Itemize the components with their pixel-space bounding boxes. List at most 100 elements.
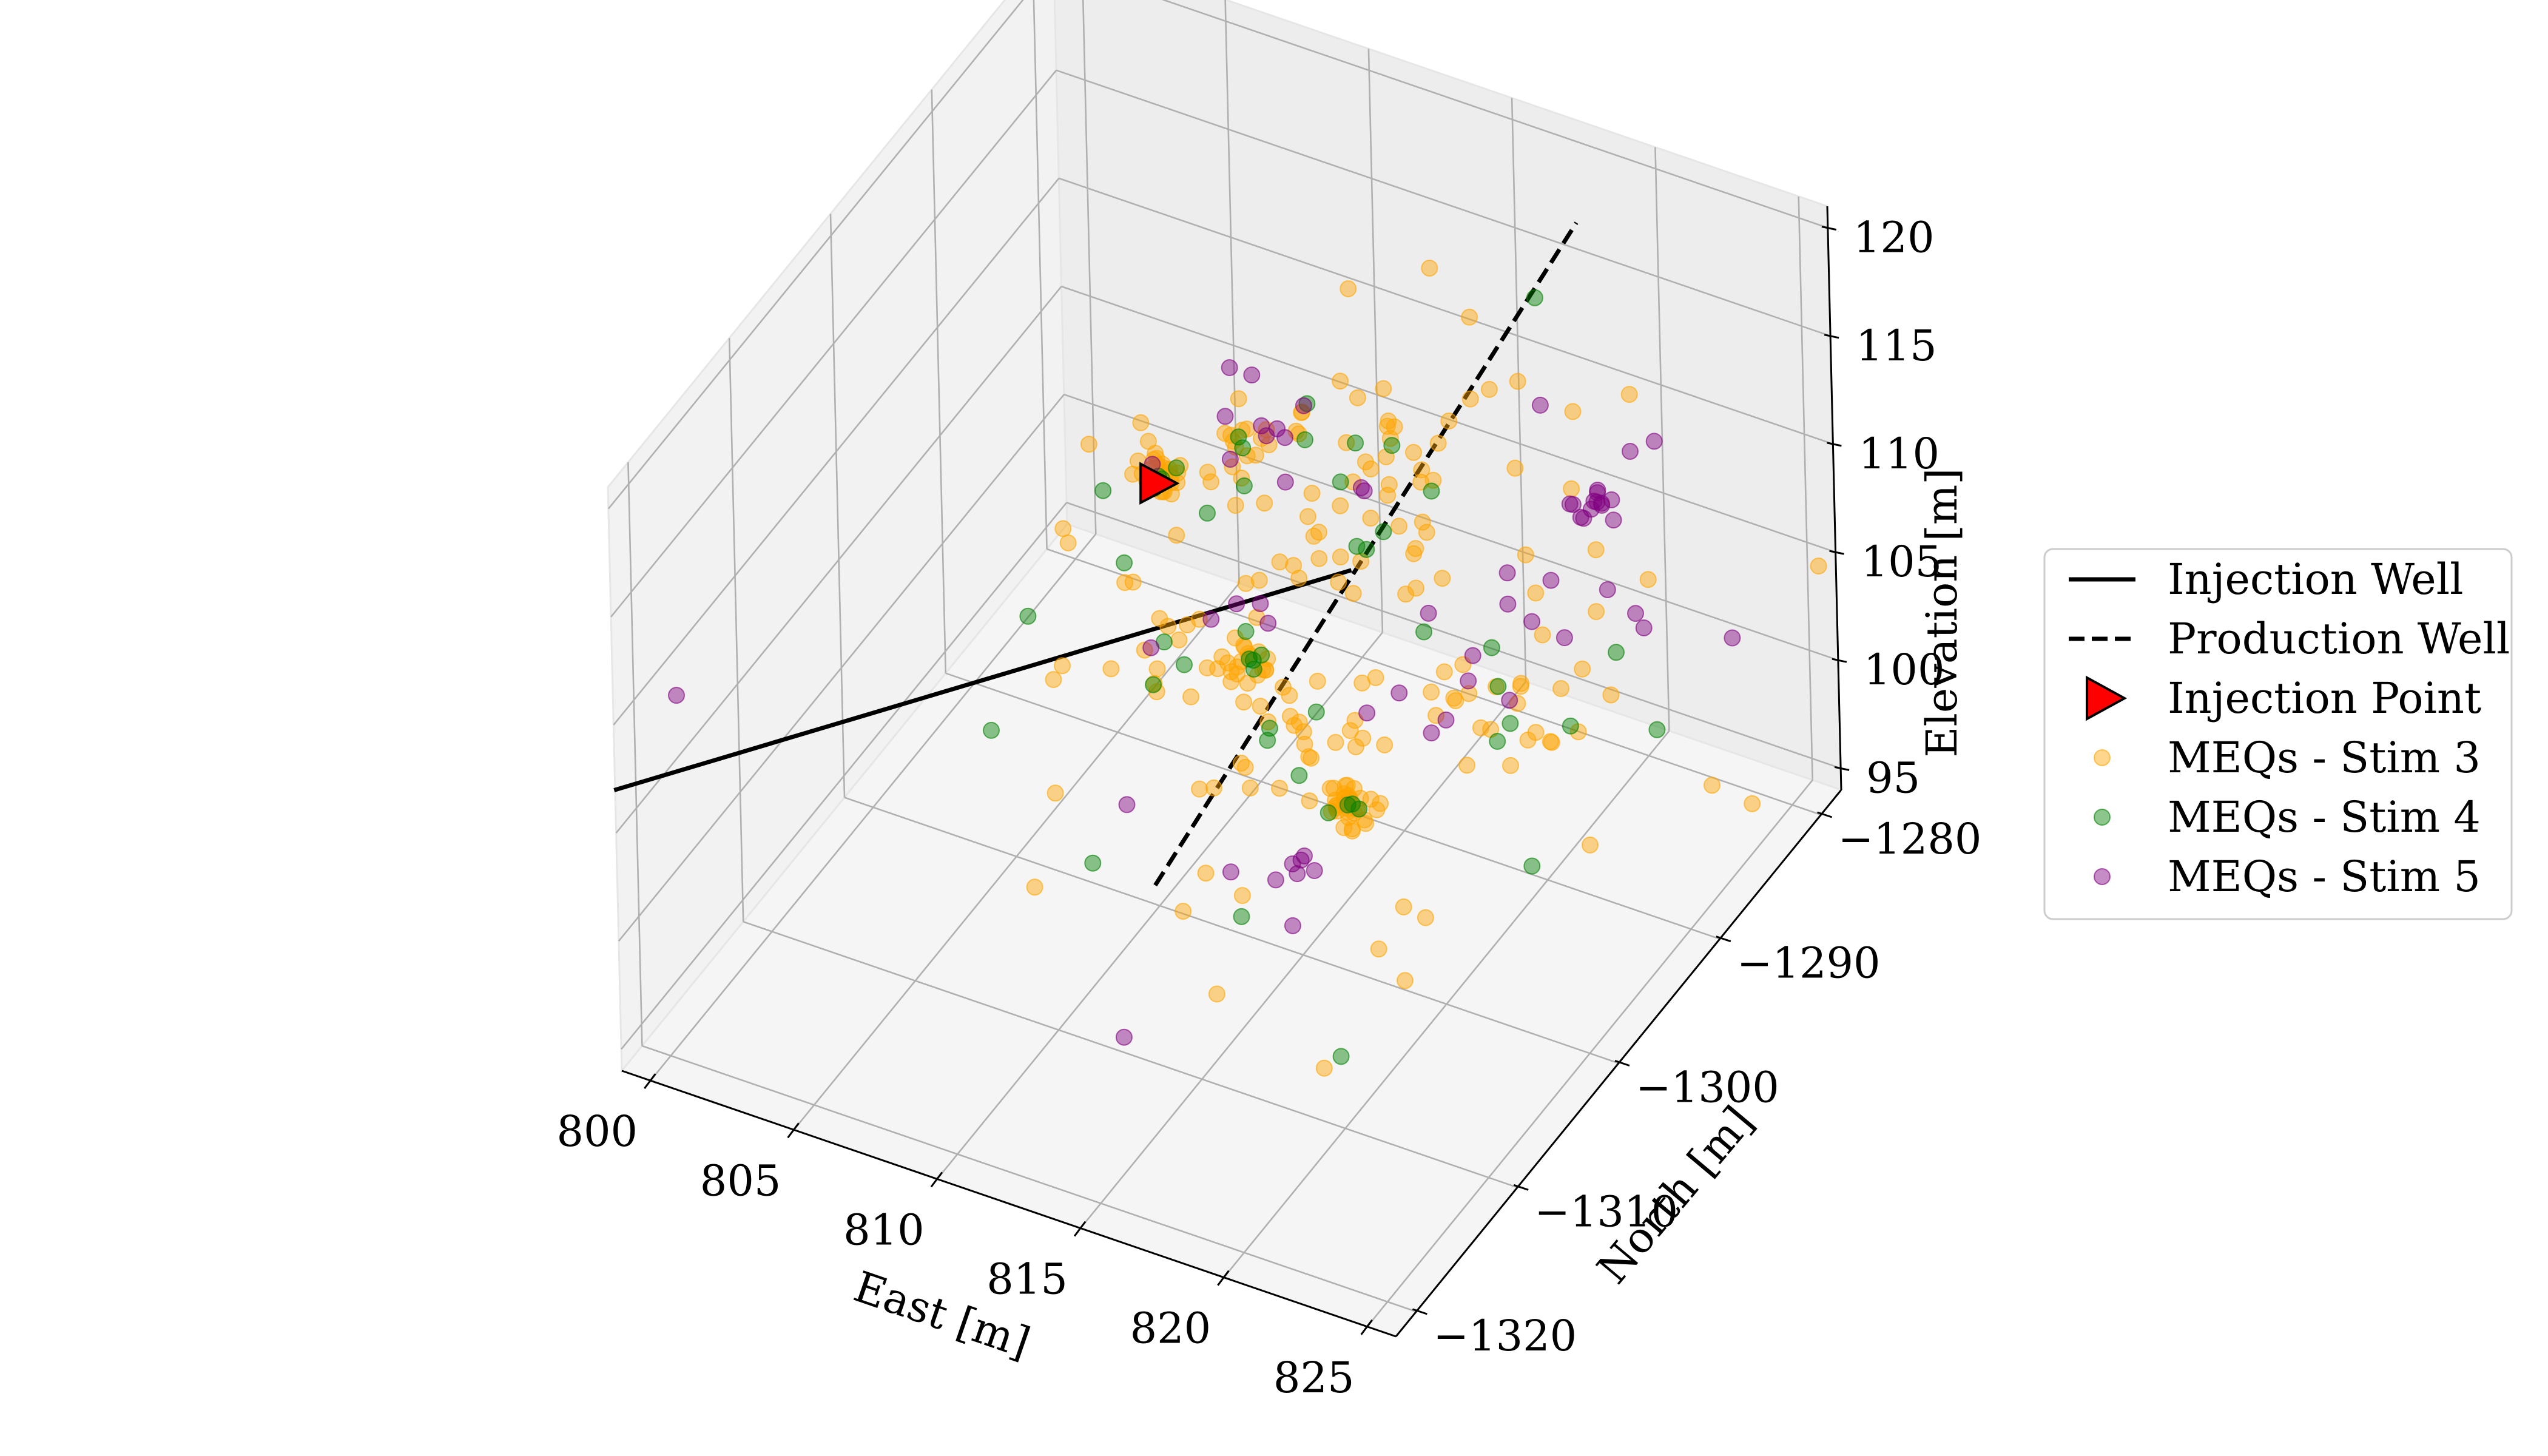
point-meqs-stim-5	[1423, 724, 1440, 742]
point-meqs-stim-4	[1489, 733, 1506, 750]
point-meqs-stim-5	[1259, 615, 1277, 632]
point-meqs-stim-5	[1142, 639, 1160, 656]
point-meqs-stim-5	[1276, 473, 1294, 491]
elevation-tick	[1821, 226, 1837, 231]
east-tick	[1073, 1221, 1087, 1237]
point-meqs-stim-3	[1159, 618, 1177, 635]
point-meqs-stim-5	[1306, 862, 1323, 879]
point-meqs-stim-3	[1552, 680, 1569, 697]
point-meqs-stim-5	[1542, 571, 1560, 589]
point-meqs-stim-5	[1221, 359, 1238, 376]
point-meqs-stim-3	[1340, 280, 1357, 297]
point-meqs-stim-3	[1405, 443, 1422, 461]
point-meqs-stim-5	[1284, 855, 1301, 872]
point-meqs-stim-3	[1026, 878, 1043, 896]
point-meqs-stim-3	[1247, 447, 1264, 464]
injection-point-marker	[1139, 462, 1180, 505]
elevation-axis-label: Elevation [m]	[1917, 468, 1967, 757]
grid-line-north	[743, 921, 1518, 1188]
point-meqs-stim-3	[1349, 389, 1366, 406]
point-meqs-stim-3	[1170, 631, 1188, 649]
point-meqs-stim-5	[1352, 479, 1370, 496]
point-meqs-stim-3	[1124, 573, 1142, 591]
point-meqs-stim-4	[1230, 428, 1247, 446]
legend-box	[2043, 548, 2513, 920]
elevation-tick	[1824, 334, 1839, 339]
point-meqs-stim-3	[1563, 480, 1580, 497]
elevation-tick-label: 115	[1856, 321, 1937, 371]
point-meqs-stim-4	[1423, 482, 1440, 500]
point-meqs-stim-3	[1259, 713, 1277, 730]
east-tick	[787, 1122, 800, 1139]
legend-swatch-injection-point	[2086, 675, 2128, 721]
grid-line-elevation	[1066, 502, 1841, 769]
point-meqs-stim-3	[1405, 545, 1423, 562]
point-meqs-stim-3	[1222, 673, 1240, 690]
point-meqs-stim-3	[1252, 698, 1269, 715]
point-meqs-stim-3	[1199, 463, 1216, 481]
point-meqs-stim-5	[1588, 493, 1606, 511]
point-meqs-stim-3	[1395, 898, 1412, 915]
point-meqs-stim-3	[1235, 693, 1253, 711]
point-meqs-stim-5	[1221, 451, 1239, 468]
point-meqs-stim-3	[1362, 510, 1380, 527]
point-meqs-stim-4	[1332, 1048, 1350, 1065]
point-meqs-stim-3	[1310, 550, 1328, 567]
grid-line-north	[829, 214, 846, 798]
point-meqs-stim-5	[1460, 672, 1477, 690]
point-meqs-stim-3	[1344, 585, 1362, 602]
grid-line-elevation	[1061, 285, 1836, 553]
point-meqs-stim-3	[1380, 412, 1397, 430]
point-meqs-stim-4	[1483, 639, 1500, 656]
point-meqs-stim-3	[1704, 777, 1721, 794]
grid-line-elevation	[1161, 0, 1828, 229]
point-meqs-stim-4	[1019, 607, 1037, 625]
point-meqs-stim-5	[1622, 443, 1639, 460]
legend-label-meqs-stim-4: MEQs - Stim 4	[2168, 792, 2481, 842]
elevation-tick-label: 120	[1853, 213, 1935, 263]
elevation-tick-label: 100	[1864, 645, 1945, 695]
point-meqs-stim-3	[1132, 414, 1150, 431]
point-meqs-stim-3	[1046, 784, 1064, 802]
point-meqs-stim-3	[1332, 372, 1349, 390]
injection-point-layer	[1139, 462, 1180, 505]
point-meqs-stim-3	[1397, 972, 1414, 989]
legend: Injection Well Production Well Injection P…	[2043, 548, 2513, 920]
point-meqs-stim-3	[1275, 678, 1292, 696]
elevation-tick-label: 105	[1861, 537, 1943, 587]
point-meqs-stim-5	[1284, 917, 1301, 934]
elevation-tick	[1829, 550, 1844, 555]
north-axis-line	[1395, 789, 1842, 1337]
injection-well-line	[613, 568, 1352, 792]
point-meqs-stim-3	[1202, 473, 1220, 491]
point-meqs-stim-4	[1648, 721, 1666, 738]
grid-line-north	[1033, 0, 1048, 550]
grid-line-north	[627, 462, 643, 1046]
grid-line-elevation	[607, 0, 1024, 510]
north-tick-label: −1280	[1838, 814, 1982, 864]
point-meqs-stim-3	[1574, 660, 1591, 678]
point-meqs-stim-3	[1543, 733, 1560, 751]
grid-line-north	[931, 89, 947, 673]
north-tick-label: −1310	[1534, 1187, 1678, 1236]
point-meqs-stim-3	[1375, 380, 1392, 397]
point-meqs-stim-3	[1271, 553, 1289, 571]
point-meqs-stim-4	[1176, 656, 1193, 673]
point-meqs-stim-3	[1356, 811, 1373, 829]
point-meqs-stim-3	[1458, 757, 1476, 774]
point-meqs-stim-3	[1418, 524, 1435, 541]
point-meqs-stim-3	[1332, 497, 1349, 514]
point-meqs-stim-3	[1354, 729, 1372, 747]
point-meqs-stim-3	[1445, 689, 1463, 707]
point-meqs-stim-3	[1424, 471, 1442, 489]
grid-line-elevation	[1058, 177, 1833, 445]
point-meqs-stim-3	[1502, 757, 1519, 774]
grid-line-north	[641, 1045, 1417, 1313]
point-meqs-stim-3	[1054, 657, 1071, 675]
point-meqs-stim-3	[1198, 659, 1216, 676]
point-meqs-stim-3	[1378, 417, 1396, 435]
point-meqs-stim-3	[1512, 675, 1530, 692]
legend-label-injection-point: Injection Point	[2168, 673, 2481, 723]
point-meqs-stim-3	[1390, 517, 1408, 535]
